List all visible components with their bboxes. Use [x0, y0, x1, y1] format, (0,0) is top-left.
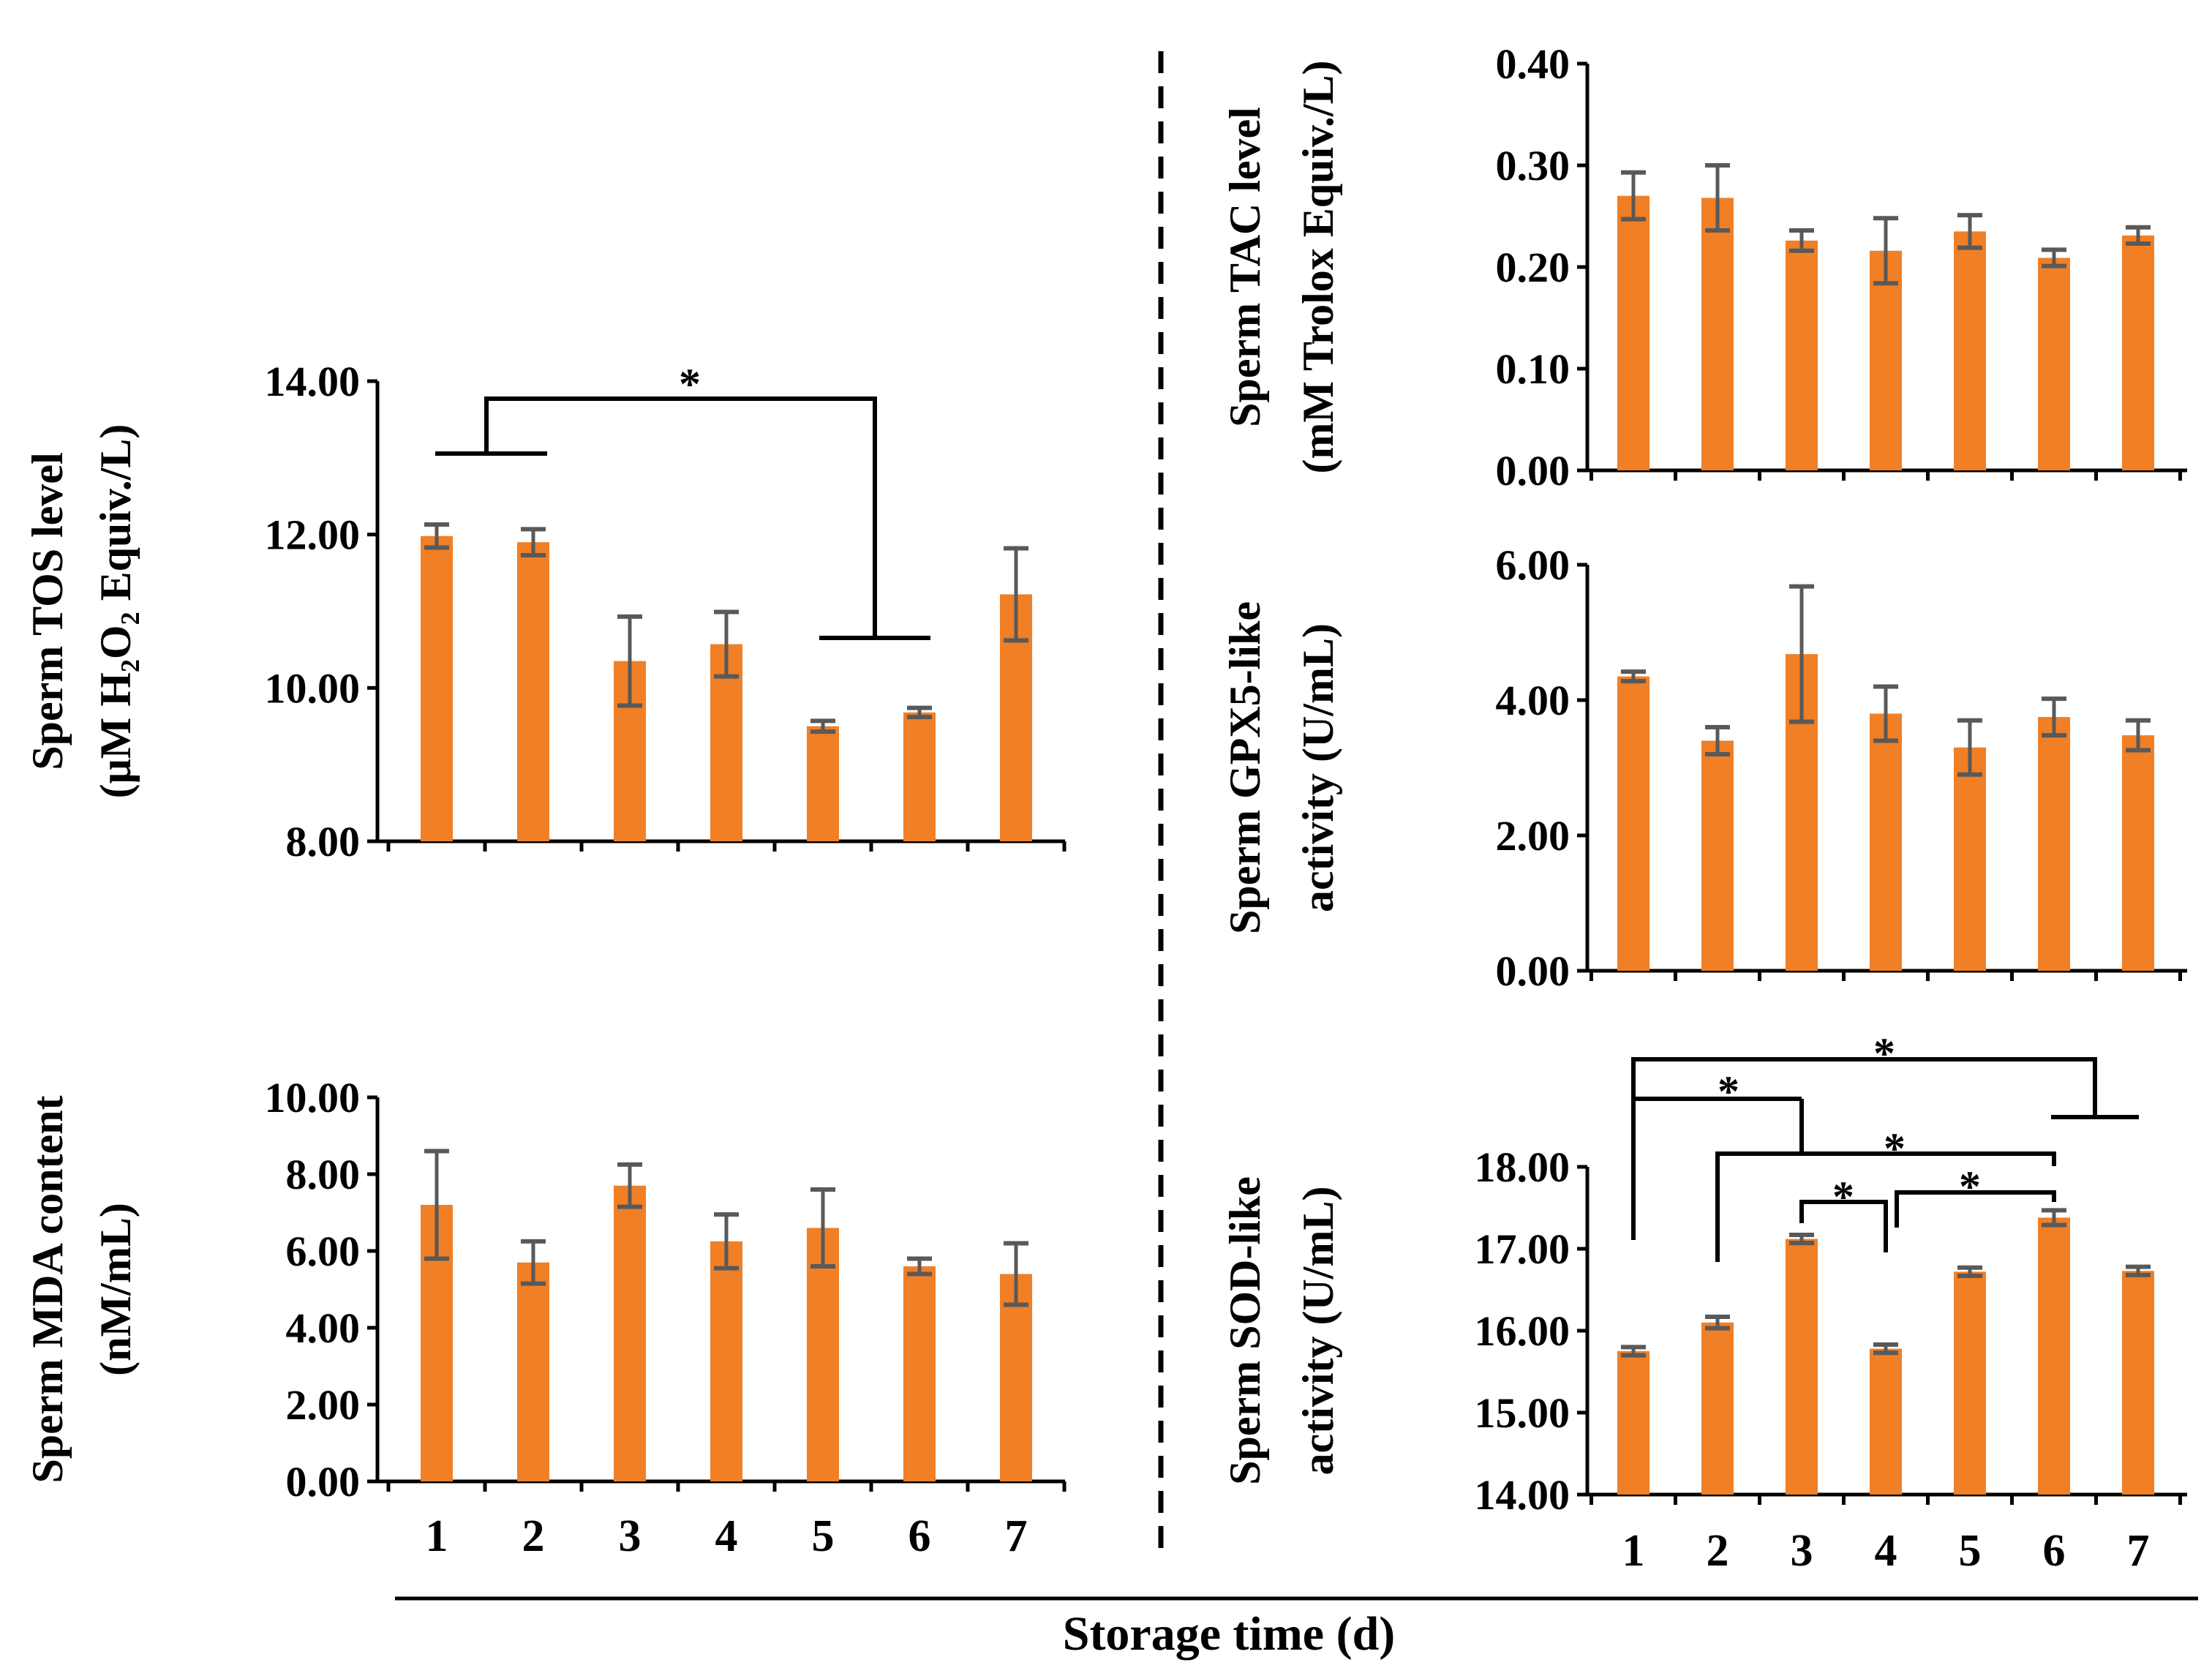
- bar: [2122, 735, 2154, 971]
- bar: [2122, 235, 2154, 470]
- significance-star: *: [1884, 1124, 1906, 1173]
- bar: [807, 726, 839, 841]
- y-tick-label: 8.00: [286, 1151, 361, 1198]
- bracket: [484, 397, 877, 638]
- sod-chart: 14.00 15.00 16.00 17.00 18.00 1 2 3 4 5 6 7 Sperm SO…: [1221, 1029, 2187, 1576]
- bar: [2038, 1217, 2070, 1495]
- bar: [1701, 1322, 1734, 1495]
- x-tick-label: 1: [1622, 1526, 1645, 1576]
- y-tick-label: 2.00: [1496, 812, 1570, 860]
- y-tick-label: 17.00: [1475, 1225, 1570, 1273]
- x-tick-label: 1: [426, 1511, 448, 1561]
- x-tick-label: 6: [2043, 1526, 2066, 1576]
- y-tick-label: 0.00: [286, 1458, 361, 1506]
- bracket: [1631, 1057, 2097, 1240]
- y-axis-title: Sperm GPX5-like: [1221, 601, 1269, 934]
- y-tick-label: 0.20: [1496, 244, 1570, 291]
- bar: [1786, 240, 1818, 470]
- x-tick-label: 4: [715, 1511, 738, 1561]
- y-axis-title: (mM Trolox Equiv./L): [1294, 60, 1342, 473]
- bar: [710, 1241, 742, 1481]
- bracket: [1895, 1190, 2056, 1228]
- x-tick-label: 5: [812, 1511, 835, 1561]
- y-axis-title: Sperm SOD-like: [1221, 1176, 1269, 1485]
- bar: [1617, 676, 1649, 971]
- y-axis-title: (nM/mL): [91, 1203, 140, 1376]
- y-axis-title: Sperm TAC level: [1221, 107, 1269, 427]
- y-tick-label: 4.00: [286, 1304, 361, 1352]
- tos-chart: 8.00 10.00 12.00 14.00 Sperm TOS level (μM H₂…: [23, 358, 1066, 865]
- y-axis-title: Sperm MDA content: [23, 1096, 72, 1484]
- bar: [517, 1262, 549, 1481]
- x-tick-label: 2: [522, 1511, 545, 1561]
- x-tick-label: 2: [1707, 1526, 1729, 1576]
- y-tick-label: 4.00: [1496, 677, 1570, 724]
- gpx5-chart: 0.00 2.00 4.00 6.00 Sperm GPX5-like activity …: [1221, 541, 2187, 995]
- x-axis-title: Storage time (d): [1063, 1607, 1396, 1661]
- bar: [421, 536, 453, 841]
- bar: [1954, 1271, 1986, 1495]
- significance-star: *: [679, 360, 701, 408]
- bar: [903, 1266, 936, 1481]
- y-tick-label: 15.00: [1475, 1389, 1570, 1437]
- bar: [2038, 717, 2070, 971]
- y-tick-label: 14.00: [1475, 1471, 1570, 1519]
- bar: [1954, 231, 1986, 470]
- y-tick-label: 6.00: [1496, 541, 1570, 589]
- y-tick-label: 0.10: [1496, 345, 1570, 393]
- y-tick-label: 2.00: [286, 1381, 361, 1429]
- bar: [1870, 1348, 1902, 1495]
- x-tick-label: 5: [1959, 1526, 1982, 1576]
- significance-star: *: [1959, 1162, 1981, 1211]
- bar: [1701, 740, 1734, 971]
- y-axis-title: activity (U/mL): [1294, 1187, 1342, 1476]
- bar: [1000, 1274, 1032, 1481]
- bar: [1954, 747, 1986, 971]
- bar: [1617, 195, 1649, 470]
- y-tick-label: 6.00: [286, 1228, 361, 1275]
- y-axis-title: (μM H₂O₂ Equiv./L): [91, 424, 140, 799]
- y-tick-label: 18.00: [1475, 1143, 1570, 1191]
- x-tick-label: 7: [2127, 1526, 2150, 1576]
- bar: [1786, 1239, 1818, 1495]
- x-tick-label: 6: [908, 1511, 931, 1561]
- bracket: [1799, 1200, 1888, 1252]
- tac-chart: 0.00 0.10 0.20 0.30 0.40 Sperm TAC level (mM T…: [1221, 40, 2187, 495]
- y-tick-label: 10.00: [265, 1074, 361, 1121]
- significance-star: *: [1718, 1067, 1739, 1116]
- bar: [1617, 1351, 1649, 1495]
- y-tick-label: 10.00: [265, 664, 361, 712]
- y-tick-label: 12.00: [265, 511, 361, 559]
- significance-star: *: [1873, 1029, 1895, 1078]
- y-tick-label: 14.00: [265, 358, 361, 405]
- significance-star: *: [1832, 1173, 1854, 1221]
- bracket: [1715, 1151, 2056, 1262]
- x-tick-label: 7: [1005, 1511, 1028, 1561]
- bar: [2038, 258, 2070, 470]
- y-tick-label: 8.00: [286, 818, 361, 865]
- bar: [1870, 250, 1902, 470]
- y-axis-title: activity (U/mL): [1294, 623, 1342, 912]
- y-tick-label: 0.30: [1496, 142, 1570, 189]
- y-axis-title: Sperm TOS level: [23, 452, 72, 770]
- bar: [807, 1228, 839, 1481]
- bar: [517, 542, 549, 841]
- y-tick-label: 0.00: [1496, 447, 1570, 495]
- y-tick-label: 0.00: [1496, 947, 1570, 995]
- y-tick-label: 0.40: [1496, 40, 1570, 88]
- bar: [903, 712, 936, 841]
- x-tick-label: 4: [1875, 1526, 1897, 1576]
- bar: [614, 1185, 646, 1481]
- bar: [1870, 713, 1902, 971]
- bar: [1701, 198, 1734, 470]
- mda-chart: 0.00 2.00 4.00 6.00 8.00 10.00 1 2 3 4 5 6 7 Sperm MD…: [23, 1074, 1066, 1561]
- y-tick-label: 16.00: [1475, 1307, 1570, 1355]
- x-tick-label: 3: [619, 1511, 642, 1561]
- x-tick-label: 3: [1791, 1526, 1813, 1576]
- bar: [2122, 1271, 2154, 1495]
